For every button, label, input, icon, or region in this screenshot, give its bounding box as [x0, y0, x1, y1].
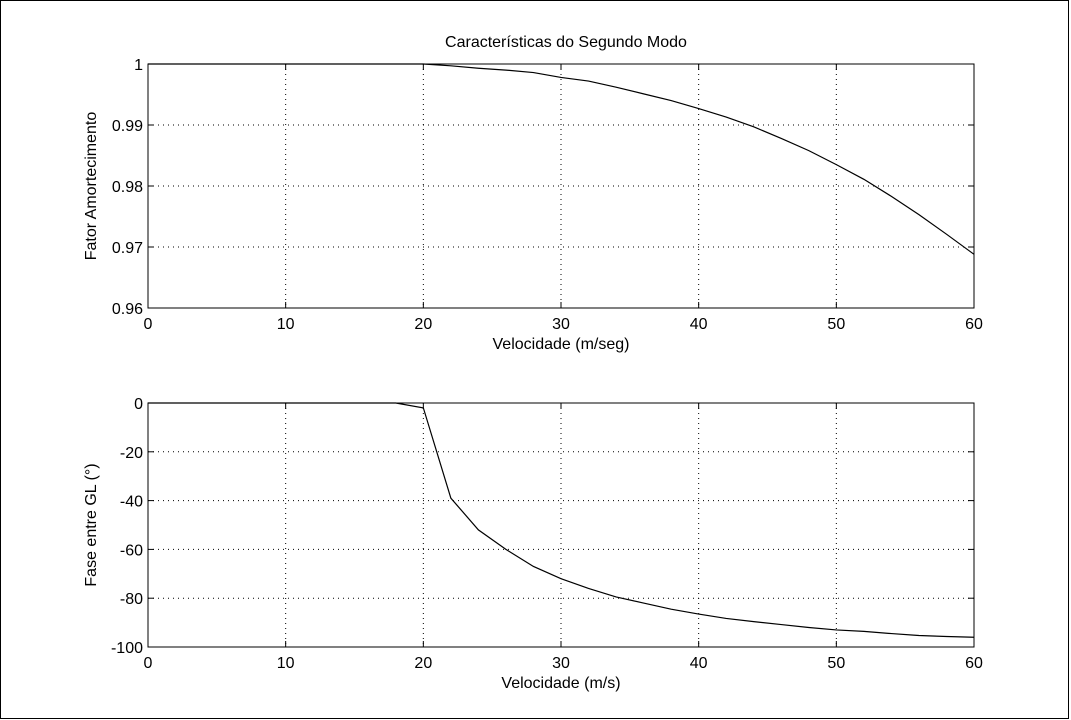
y-tick-label: 1: [134, 57, 143, 74]
y-tick-label: -60: [120, 542, 143, 559]
y-tick-label: 0.97: [112, 240, 143, 257]
x-tick-label: 50: [827, 316, 845, 333]
x-axis-label: Velocidade (m/s): [501, 675, 620, 692]
x-tick-label: 0: [144, 655, 153, 672]
x-tick-label: 40: [690, 316, 708, 333]
x-tick-label: 20: [414, 316, 432, 333]
figure-title: Características do Segundo Modo: [445, 34, 687, 51]
y-tick-label: -20: [120, 445, 143, 462]
x-tick-label: 30: [552, 316, 570, 333]
x-tick-label: 50: [827, 655, 845, 672]
x-tick-label: 20: [414, 655, 432, 672]
x-tick-label: 0: [144, 316, 153, 333]
y-tick-label: 0: [134, 396, 143, 413]
y-tick-label: -100: [111, 640, 143, 657]
x-tick-label: 10: [277, 316, 295, 333]
y-tick-label: 0.98: [112, 179, 143, 196]
chart-damping-factor: 0 10 20 30 40 50 60 0.96 0.97 0.98 0.99 1 Velocidade…: [83, 57, 983, 353]
x-tick-label: 40: [690, 655, 708, 672]
series-line: [148, 63, 975, 255]
y-tick-label: -80: [120, 591, 143, 608]
series-line: [148, 402, 975, 638]
y-axis-label: Fator Amortecimento: [83, 112, 100, 261]
x-axis-label: Velocidade (m/seg): [493, 336, 630, 353]
x-tick-label: 60: [965, 655, 983, 672]
x-tick-label: 60: [965, 316, 983, 333]
x-tick-label: 30: [552, 655, 570, 672]
y-tick-label: 0.99: [112, 118, 143, 135]
y-tick-label: 0.96: [112, 301, 143, 318]
chart-phase-between-dof: 0 10 20 30 40 50 60 -100 -80 -60 -40 -20 0 Velocidade…: [83, 396, 983, 692]
y-tick-label: -40: [120, 494, 143, 511]
x-tick-label: 10: [277, 655, 295, 672]
y-axis-label: Fase entre GL (°): [83, 463, 100, 586]
